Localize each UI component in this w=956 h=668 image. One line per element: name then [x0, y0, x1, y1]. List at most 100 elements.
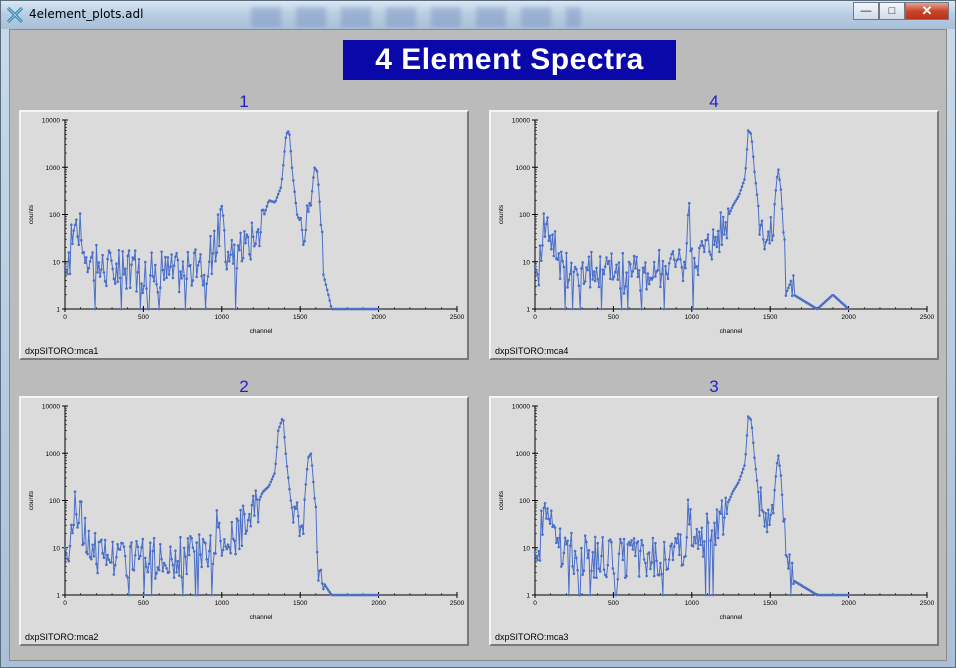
close-button[interactable]: ✕	[905, 2, 949, 20]
spectrum-point	[567, 593, 571, 597]
spectrum-point	[545, 222, 548, 226]
spectrum-point	[208, 260, 211, 264]
spectrum-point	[659, 285, 662, 289]
spectrum-point	[587, 255, 591, 259]
spectrum-point	[556, 536, 559, 540]
spectrum-point	[249, 524, 252, 528]
spectrum-point	[754, 181, 758, 185]
y-tick-label: 1	[56, 593, 60, 600]
spectrum-point	[144, 556, 147, 560]
spectrum-point	[120, 307, 123, 311]
spectrum-point	[288, 487, 291, 491]
spectrum-point	[88, 260, 92, 263]
title-bar[interactable]: 4element_plots.adl — □ ✕	[1, 1, 955, 29]
spectrum-point	[596, 541, 599, 545]
spectrum-point	[254, 489, 257, 492]
plot-number-2: 2	[239, 377, 249, 396]
spectrum-point	[186, 250, 190, 254]
spectrum-point	[177, 574, 181, 577]
spectrum-point	[238, 547, 241, 551]
spectrum-point	[255, 498, 259, 501]
spectrum-point	[719, 512, 722, 515]
spectrum-point	[694, 542, 697, 545]
spectrum-point	[753, 170, 756, 174]
spectrum-point	[543, 235, 547, 238]
pv-label: dxpSITORO:mca4	[495, 346, 569, 356]
spectrum-point	[95, 562, 98, 566]
spectrum-point	[184, 555, 187, 558]
spectrum-point	[303, 239, 306, 243]
spectrum-point	[70, 223, 73, 226]
spectrum-point	[140, 282, 143, 285]
spectrum-point	[788, 553, 791, 556]
spectrum-point	[211, 252, 215, 255]
y-tick-label: 100	[519, 212, 530, 219]
spectrum-point	[550, 509, 553, 512]
spectrum-point	[204, 542, 207, 545]
x-tick-label: 500	[608, 314, 619, 321]
spectrum-point	[778, 464, 781, 467]
spectrum-point	[725, 236, 729, 240]
spectrum-point	[592, 270, 596, 273]
spectrum-point	[626, 543, 630, 546]
spectrum-point	[598, 570, 602, 573]
spectrum-point	[67, 559, 71, 563]
spectrum-point	[233, 243, 236, 247]
spectrum-point	[769, 513, 773, 517]
spectrum-point	[578, 307, 582, 311]
spectrum-point	[749, 418, 753, 421]
spectrum-point	[551, 233, 554, 236]
spectrum-point	[149, 541, 152, 545]
spectrum-point	[651, 536, 655, 540]
spectrum-point	[100, 268, 103, 271]
plot-panel-mca4[interactable]: 1 10 100 1000 10000 0 500 1000 1500 2000 2500 chann…	[489, 110, 939, 360]
spectrum-point	[161, 570, 165, 573]
y-tick-label: 10000	[512, 404, 530, 411]
spectrum-point	[686, 498, 690, 502]
spectrum-point	[777, 454, 780, 457]
minimize-button[interactable]: —	[853, 2, 879, 20]
spectrum-point	[271, 475, 275, 478]
spectrum-point	[545, 517, 548, 520]
spectrum-point	[546, 507, 549, 510]
spectrum-point	[754, 467, 758, 471]
spectrum-point	[65, 268, 68, 272]
spectrum-point	[764, 512, 768, 515]
spectrum-point	[847, 593, 850, 597]
plot-panel-mca1[interactable]: 1 10 100 1000 10000 0 500 1000 1500 2000 2500 chann…	[19, 110, 469, 360]
spectrum-point	[616, 278, 620, 281]
spectrum-point	[672, 258, 676, 261]
spectrum-point	[582, 569, 586, 572]
spectrum-line	[534, 415, 849, 596]
plot-panel-mca3[interactable]: 1 10 100 1000 10000 0 500 1000 1500 2000 2500 chann…	[489, 396, 939, 646]
spectrum-point	[593, 535, 597, 539]
spectrum-point	[701, 244, 705, 248]
spectrum-point	[209, 234, 212, 238]
spectrum-point	[698, 530, 701, 534]
spectrum-point	[582, 282, 586, 285]
spectrum-point	[105, 284, 108, 288]
spectrum-point	[86, 552, 89, 556]
spectrum-point	[195, 541, 198, 544]
spectrum-point	[762, 510, 765, 514]
plot-panel-mca2[interactable]: 1 10 100 1000 10000 0 500 1000 1500 2000 2500 chann…	[19, 396, 469, 646]
spectrum-point	[645, 574, 648, 578]
spectrum-point	[131, 256, 134, 259]
spectrum-point	[194, 248, 197, 251]
spectrum-point	[725, 512, 729, 516]
spectrum-point	[600, 554, 603, 558]
spectrum-point	[681, 563, 685, 566]
spectrum-point	[299, 216, 303, 220]
spectrum-point	[625, 271, 628, 274]
spectrum-point	[537, 549, 541, 553]
spectrum-point	[590, 569, 593, 573]
maximize-button[interactable]: □	[879, 2, 905, 20]
spectrum-point	[610, 252, 613, 255]
spectrum-point	[223, 229, 226, 232]
spectrum-point	[73, 223, 77, 227]
spectrum-point	[171, 276, 175, 280]
spectrum-point	[686, 213, 690, 217]
spectrum-point	[573, 549, 577, 553]
spectrum-point	[295, 213, 299, 216]
spectrum-point	[772, 511, 775, 515]
